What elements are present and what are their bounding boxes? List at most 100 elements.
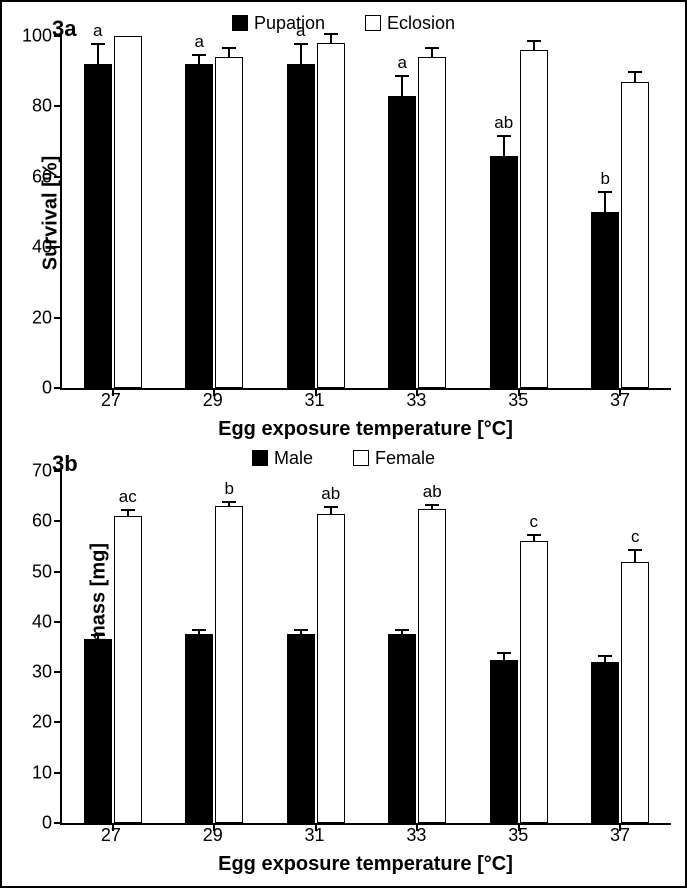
legend-item-male: Male [252,448,313,469]
y-tick-label: 0 [42,813,52,834]
y-tick [54,470,62,472]
y-tick [54,520,62,522]
legend-label: Male [274,448,313,469]
error-bar [294,43,308,64]
category-group: b [175,471,253,823]
category-group: a [175,36,253,388]
x-tick [112,388,114,396]
open-bar [621,82,649,388]
x-axis-title: Egg exposure temperature [°C] [60,418,671,441]
y-tick [54,387,62,389]
error-bar [425,47,439,58]
x-axis-labels-3a: 272931333537 [60,390,671,416]
legend-3b: Male Female [16,447,671,469]
x-tick [315,823,317,831]
y-axis-3a: Survival [%] [16,36,60,390]
x-axis-labels-3b: 272931333537 [60,825,671,851]
filled-bar [388,634,416,823]
open-bar [317,43,345,388]
x-tick [416,823,418,831]
bar-pair [591,36,649,388]
y-tick [54,35,62,37]
y-tick-label: 60 [32,166,52,187]
panel-3a: Pupation Eclosion 3a Survival [%] aaaaab… [16,12,671,441]
x-tick [619,823,621,831]
significance-label: a [93,21,102,41]
axes-3b: acbababcc 010203040506070 [60,471,671,825]
bar-pair [490,36,548,388]
y-tick [54,621,62,623]
category-group: a [74,36,152,388]
error-bar [628,71,642,82]
bar-pair [185,471,243,823]
category-group: a [378,36,456,388]
y-tick-label: 40 [32,611,52,632]
filled-bar [591,662,619,823]
open-bar [114,36,142,388]
filled-bar [388,96,416,388]
significance-label: c [530,512,539,532]
legend-label: Female [375,448,435,469]
filled-bar [84,639,112,823]
error-bar [121,509,135,517]
legend-swatch-open [353,450,369,466]
error-bar [324,33,338,44]
y-tick-label: 80 [32,96,52,117]
x-tick [416,388,418,396]
y-tick-label: 20 [32,307,52,328]
x-tick [213,823,215,831]
y-tick [54,246,62,248]
legend-item-eclosion: Eclosion [365,13,455,34]
y-tick [54,721,62,723]
y-tick-label: 100 [22,26,52,47]
y-tick-label: 40 [32,237,52,258]
legend-item-female: Female [353,448,435,469]
y-tick-label: 30 [32,662,52,683]
bars-container-3b: acbababcc [62,471,671,823]
error-bar [91,634,105,639]
bar-pair [591,471,649,823]
y-tick-label: 0 [42,378,52,399]
open-bar [215,57,243,388]
error-bar [294,629,308,634]
x-axis-title: Egg exposure temperature [°C] [60,853,671,876]
category-group: b [581,36,659,388]
bar-pair [490,471,548,823]
legend-swatch-filled [252,450,268,466]
bar-pair [287,471,345,823]
y-tick-label: 70 [32,461,52,482]
error-bar [192,54,206,65]
error-bar [598,191,612,212]
x-tick [315,388,317,396]
legend-label: Eclosion [387,13,455,34]
bar-pair [287,36,345,388]
y-tick [54,105,62,107]
y-tick-label: 50 [32,561,52,582]
category-group: ab [378,471,456,823]
filled-bar [490,156,518,388]
significance-label: b [225,479,234,499]
error-bar [192,629,206,634]
error-bar [91,43,105,64]
open-bar [621,562,649,823]
open-bar [418,57,446,388]
error-bar [527,40,541,51]
y-tick [54,571,62,573]
x-tick [112,823,114,831]
y-tick-label: 60 [32,511,52,532]
error-bar [598,655,612,663]
bar-pair [84,471,142,823]
significance-label: a [195,32,204,52]
x-tick [518,823,520,831]
category-group: a [277,36,355,388]
error-bar [628,549,642,562]
legend-3a: Pupation Eclosion [16,12,671,34]
y-tick [54,671,62,673]
filled-bar [185,634,213,823]
open-bar [317,514,345,823]
filled-bar [287,634,315,823]
error-bar [324,506,338,514]
significance-label: ab [494,113,513,133]
error-bar [395,629,409,634]
significance-label: a [296,21,305,41]
